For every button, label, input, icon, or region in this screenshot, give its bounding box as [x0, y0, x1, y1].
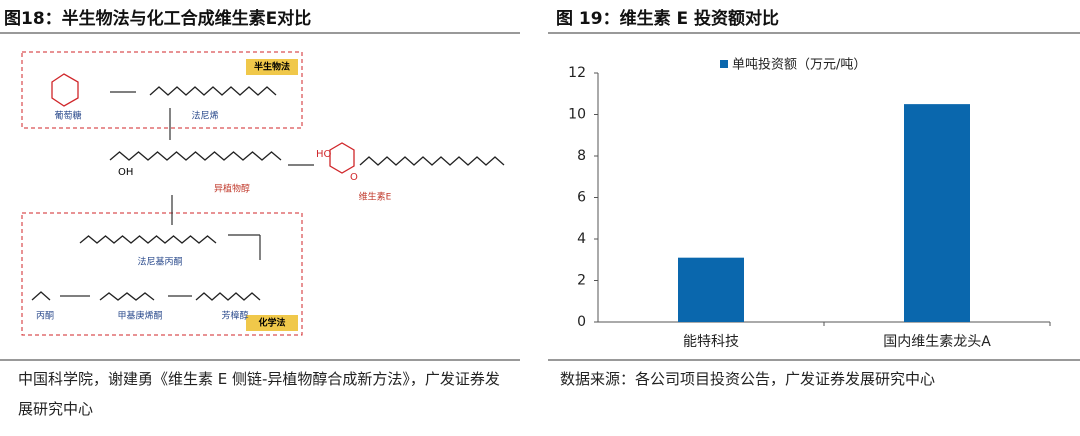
molecule [195, 292, 261, 301]
label: 丙酮 [36, 311, 54, 322]
label: 法尼烯 [191, 110, 218, 122]
molecule [109, 151, 282, 161]
x-tick-label: 能特科技 [683, 334, 739, 350]
y-tick-label: 2 [577, 273, 586, 289]
label: 维生素E [359, 191, 392, 203]
atom: O [350, 172, 358, 183]
diagram: 半生物法 化学法 葡萄糖 法尼烯 异植物醇 维生素E 法尼基丙酮 丙酮 甲基庚烯… [21, 51, 505, 336]
molecule [31, 291, 51, 301]
label: 异植物醇 [214, 183, 250, 195]
molecule [359, 156, 505, 166]
box [21, 51, 303, 129]
y-tick-label: 8 [577, 148, 586, 164]
y-tick-label: 0 [577, 314, 586, 330]
label: 芳樟醇 [221, 310, 248, 322]
box [21, 212, 303, 336]
y-tick-label: 10 [568, 107, 586, 123]
tag [246, 315, 298, 331]
label: 法尼基丙酮 [137, 256, 182, 268]
source: 数据来源：各公司项目投资公告，广发证券发展研究中心 [560, 370, 936, 388]
arrows [60, 91, 314, 297]
molecule [149, 86, 277, 96]
chart: 0 2 4 6 8 10 12 能特科技 国内维生素龙头A 单吨投资额（万元/吨） [568, 57, 1051, 350]
molecule [99, 292, 155, 301]
source: 中国科学院，谢建勇《维生素 E 侧链-异植物醇合成新方法》，广发证券发展研究中心 [18, 370, 500, 418]
y-tick-label: 12 [568, 65, 586, 81]
atom: HO [316, 149, 332, 160]
label: 葡萄糖 [54, 110, 81, 122]
bar [678, 257, 744, 322]
figure-title: 图18：半生物法与化工合成维生素E对比 [4, 9, 312, 29]
molecule [51, 73, 79, 107]
y-tick-label: 4 [577, 231, 586, 247]
atom: OH [118, 167, 133, 178]
tag-label: 化学法 [258, 317, 285, 329]
legend-label: 单吨投资额（万元/吨） [732, 57, 866, 73]
tag-label: 半生物法 [254, 61, 290, 73]
chart-title: 图 19：维生素 E 投资额对比 [556, 9, 780, 29]
x-tick-label: 国内维生素龙头A [883, 334, 991, 350]
label: 甲基庚烯酮 [117, 310, 162, 322]
y-tick-label: 6 [577, 190, 586, 206]
bar [904, 104, 970, 322]
tag [246, 59, 298, 75]
legend-swatch [720, 60, 728, 68]
molecule [329, 142, 355, 174]
molecule [79, 235, 217, 244]
